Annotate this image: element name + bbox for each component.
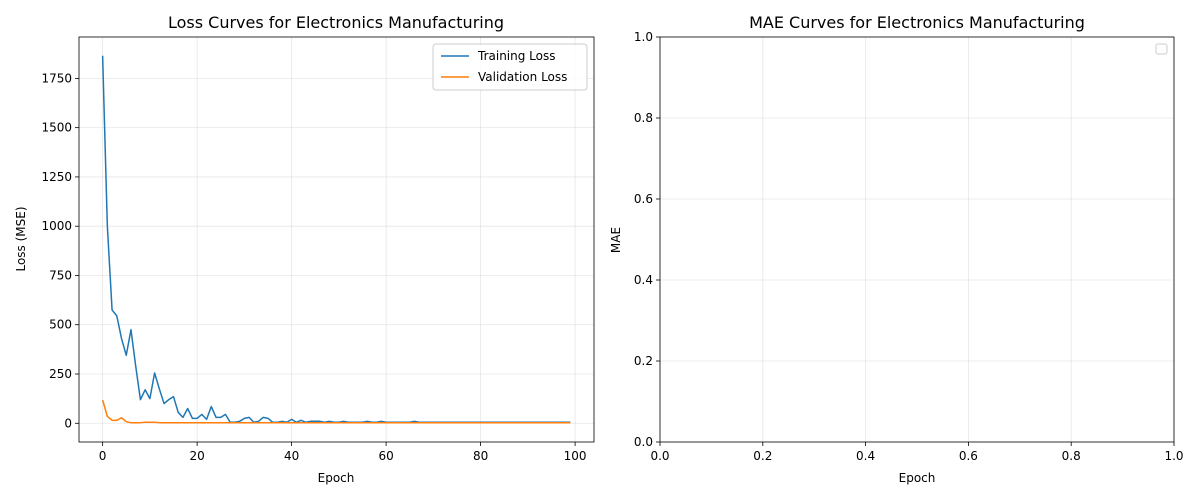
mae-chart-title: MAE Curves for Electronics Manufacturing: [749, 13, 1085, 32]
loss-chart-x-tick-label: 80: [473, 449, 488, 463]
mae-chart-y-tick-label: 0.2: [634, 354, 653, 368]
legend-label-validation-loss: Validation Loss: [478, 70, 567, 84]
mae-chart: MAE Curves for Electronics Manufacturing…: [609, 13, 1184, 485]
mae-chart-y-tick-label: 0.4: [634, 273, 653, 287]
mae-chart-ticks: 0.0 0.2 0.4 0.6 0.8 1.0 0.0 0.2 0.4 0.6 0.8 1.0: [634, 30, 1184, 463]
loss-chart-y-tick-label: 1250: [41, 170, 72, 184]
mae-chart-x-tick-label: 0.2: [753, 449, 772, 463]
mae-chart-y-tick-label: 1.0: [634, 30, 653, 44]
mae-chart-y-axis-label: MAE: [609, 227, 623, 253]
mae-chart-x-tick-label: 0.8: [1062, 449, 1081, 463]
loss-chart-x-tick-label: 60: [378, 449, 393, 463]
loss-chart-grid: [79, 37, 594, 442]
loss-chart-y-tick-label: 1750: [41, 71, 72, 85]
loss-chart-x-tick-label: 20: [189, 449, 204, 463]
loss-chart-y-tick-label: 250: [49, 367, 72, 381]
loss-chart-legend: Training Loss Validation Loss: [432, 43, 588, 91]
loss-chart-lines: [101, 55, 571, 424]
mae-chart-legend-box: [1155, 43, 1168, 55]
legend-label-training-loss: Training Loss: [477, 49, 555, 63]
loss-chart-x-tick-label: 40: [284, 449, 299, 463]
loss-chart-x-tick-label: 0: [99, 449, 107, 463]
mae-chart-frame: [659, 36, 1175, 443]
loss-chart-y-tick-label: 500: [49, 318, 72, 332]
mae-chart-x-tick-label: 0.4: [856, 449, 875, 463]
mae-chart-y-tick-label: 0.6: [634, 192, 653, 206]
mae-chart-x-axis-label: Epoch: [899, 471, 936, 485]
series-line-validation-loss: [101, 399, 571, 424]
loss-chart-y-tick-label: 1500: [41, 121, 72, 135]
loss-chart-y-tick-label: 1000: [41, 219, 72, 233]
loss-chart-y-axis-label: Loss (MSE): [14, 206, 28, 271]
loss-chart-y-tick-label: 0: [64, 416, 72, 430]
loss-chart-frame: [78, 36, 595, 443]
loss-chart-title: Loss Curves for Electronics Manufacturin…: [168, 13, 504, 32]
mae-chart-y-tick-label: 0.0: [634, 435, 653, 449]
loss-chart-x-axis-label: Epoch: [318, 471, 355, 485]
mae-chart-x-tick-label: 0.6: [959, 449, 978, 463]
mae-chart-x-tick-label: 1.0: [1164, 449, 1183, 463]
loss-chart: Loss Curves for Electronics Manufacturin…: [14, 13, 595, 485]
mae-chart-x-tick-label: 0.0: [650, 449, 669, 463]
loss-chart-x-tick-label: 100: [564, 449, 587, 463]
mae-chart-y-tick-label: 0.8: [634, 111, 653, 125]
loss-chart-legend-box: [432, 43, 588, 91]
loss-chart-y-tick-label: 750: [49, 268, 72, 282]
